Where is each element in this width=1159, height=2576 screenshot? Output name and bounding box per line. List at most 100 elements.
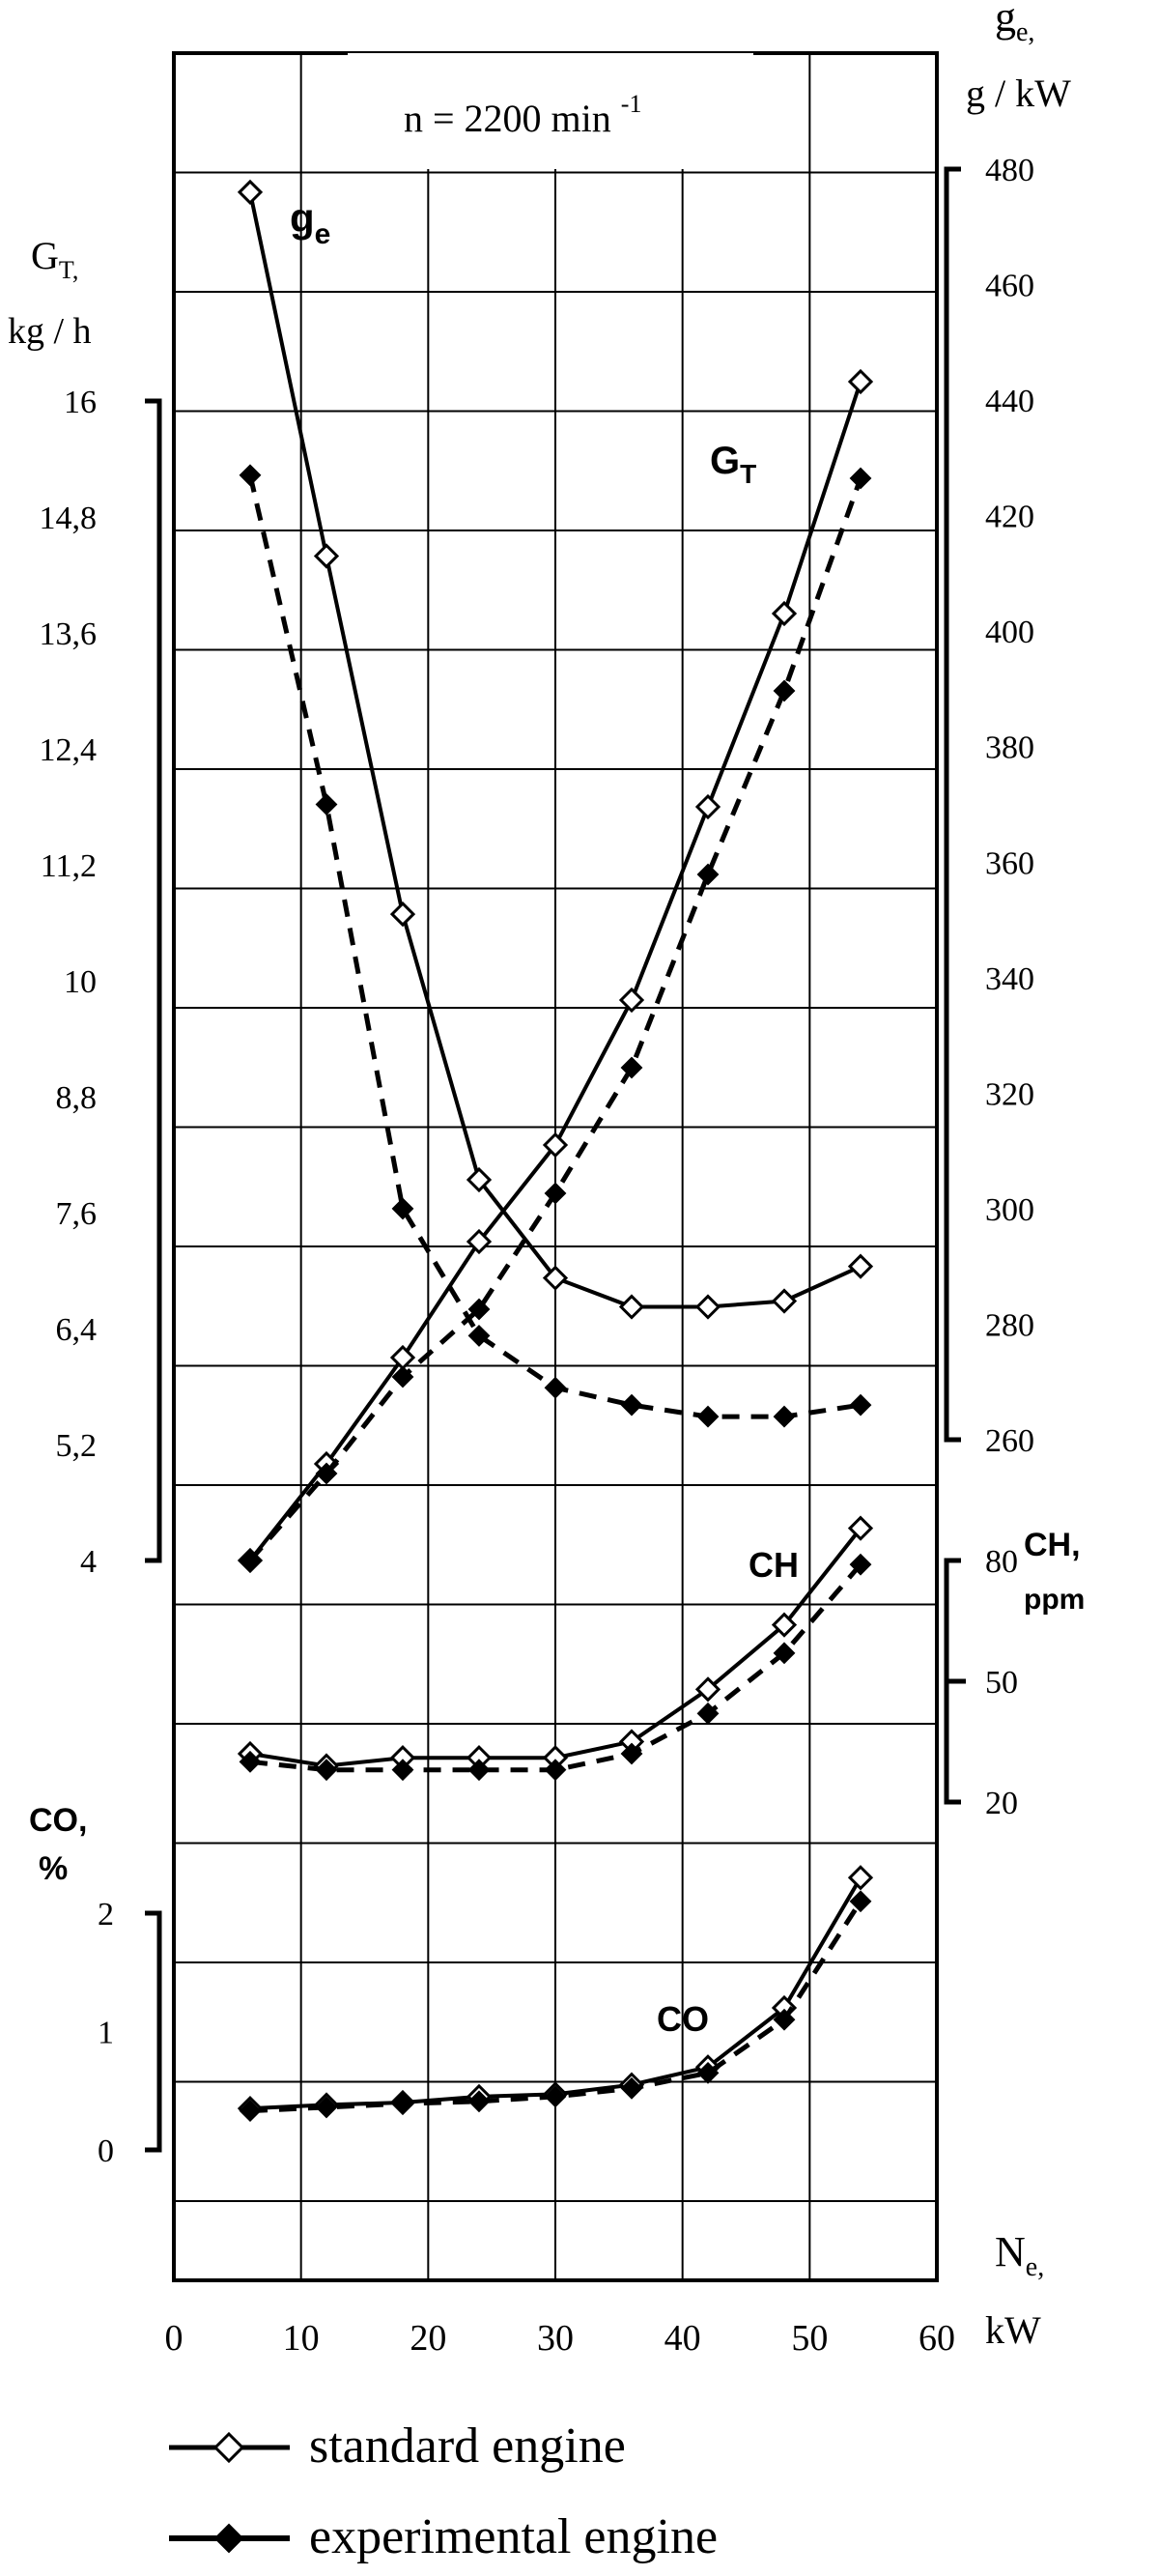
data-point-experimental-ch bbox=[696, 1702, 720, 1725]
title-superscript: -1 bbox=[621, 90, 642, 118]
ge-tick-label: 340 bbox=[985, 961, 1034, 997]
x-tick-label: 50 bbox=[791, 2318, 828, 2359]
data-point-experimental-gt bbox=[544, 1182, 567, 1205]
data-point-experimental-co bbox=[467, 2090, 491, 2113]
ch-tick-label: 20 bbox=[985, 1786, 1018, 1821]
co-axis-bar bbox=[145, 1910, 162, 2153]
ge-curve-label: ge bbox=[290, 195, 330, 250]
data-point-standard-gt bbox=[466, 1228, 493, 1255]
data-point-standard-ge bbox=[542, 1265, 569, 1291]
data-point-experimental-ch bbox=[773, 1642, 796, 1665]
x-axis-title: Ne, bbox=[995, 2228, 1044, 2282]
data-point-standard-ge bbox=[694, 1294, 721, 1320]
gt-axis-unit: kg / h bbox=[8, 311, 92, 352]
legend-experimental-label: experimental engine bbox=[309, 2509, 718, 2564]
ge-axis-bar bbox=[944, 166, 961, 1443]
gt-axis-title: GT, bbox=[31, 234, 78, 284]
data-point-standard-ge bbox=[313, 543, 340, 569]
data-point-standard-ge bbox=[466, 1166, 493, 1193]
ge-tick-label: 280 bbox=[985, 1307, 1034, 1343]
gt-tick-label: 14,8 bbox=[40, 501, 98, 536]
ge-tick-label: 360 bbox=[985, 845, 1034, 881]
title-text: n = 2200 min bbox=[404, 97, 611, 140]
ch-tick-label: 80 bbox=[985, 1544, 1018, 1580]
chart-grid bbox=[174, 53, 937, 2280]
gt-tick-label: 6,4 bbox=[56, 1312, 98, 1348]
data-point-experimental-ge bbox=[391, 1197, 414, 1220]
ge-tick-label: 480 bbox=[985, 153, 1034, 188]
gt-tick-label: 4 bbox=[80, 1544, 97, 1580]
data-point-experimental-gt bbox=[696, 863, 720, 886]
legend-experimental-engine: experimental engine bbox=[169, 2509, 718, 2564]
ch-tick-labels: 80 50 20 bbox=[985, 1544, 1018, 1821]
ge-tick-label: 300 bbox=[985, 1192, 1034, 1228]
x-tick-labels: 0 10 20 30 40 50 60 bbox=[165, 2318, 956, 2359]
data-point-experimental-ch bbox=[239, 1750, 262, 1773]
data-point-experimental-co bbox=[239, 2100, 262, 2122]
x-tick-label: 0 bbox=[165, 2318, 184, 2359]
data-point-experimental-gt bbox=[773, 679, 796, 702]
gt-tick-label: 10 bbox=[64, 964, 97, 1000]
data-point-experimental-ch bbox=[391, 1759, 414, 1782]
x-tick-label: 60 bbox=[919, 2318, 955, 2359]
ch-axis-unit: ppm bbox=[1024, 1584, 1085, 1616]
data-point-experimental-ch bbox=[620, 1742, 643, 1765]
gt-tick-label: 11,2 bbox=[41, 848, 97, 884]
x-tick-label: 10 bbox=[283, 2318, 320, 2359]
gt-tick-label: 13,6 bbox=[40, 616, 98, 652]
data-point-standard-gt bbox=[694, 793, 721, 820]
legend-standard-marker bbox=[212, 2431, 245, 2464]
x-tick-label: 20 bbox=[410, 2318, 446, 2359]
ge-tick-label: 380 bbox=[985, 730, 1034, 766]
gt-tick-label: 8,8 bbox=[56, 1080, 98, 1116]
x-tick-label: 30 bbox=[537, 2318, 574, 2359]
ge-tick-label: 320 bbox=[985, 1076, 1034, 1112]
data-point-standard-gt bbox=[771, 600, 798, 627]
ge-tick-labels: 480 460 440 420 400 380 360 340 320 300 280 260 bbox=[985, 153, 1034, 1459]
data-point-experimental-gt bbox=[239, 1549, 262, 1572]
data-point-standard-ge bbox=[389, 901, 416, 928]
data-point-standard-co bbox=[847, 1865, 874, 1891]
data-point-experimental-co bbox=[696, 2061, 720, 2084]
ch-tick-label: 50 bbox=[985, 1665, 1018, 1701]
data-point-experimental-ge bbox=[773, 1405, 796, 1428]
data-point-experimental-co bbox=[620, 2076, 643, 2100]
gt-tick-label: 7,6 bbox=[56, 1196, 98, 1232]
data-point-experimental-ch bbox=[849, 1553, 872, 1576]
x-axis-unit: kW bbox=[985, 2308, 1041, 2352]
data-point-standard-ch bbox=[771, 1612, 798, 1638]
ch-axis-title: CH, bbox=[1024, 1527, 1081, 1563]
gt-tick-label: 12,4 bbox=[40, 732, 98, 768]
co-tick-label: 0 bbox=[98, 2133, 114, 2169]
data-point-experimental-gt bbox=[849, 467, 872, 490]
ge-tick-label: 400 bbox=[985, 615, 1034, 650]
data-point-experimental-ge bbox=[544, 1376, 567, 1399]
x-tick-label: 40 bbox=[664, 2318, 701, 2359]
data-point-standard-ch bbox=[847, 1515, 874, 1541]
data-point-experimental-ch bbox=[315, 1759, 338, 1782]
data-point-standard-ge bbox=[618, 1294, 645, 1320]
legend: standard engine experimental engine bbox=[169, 2419, 718, 2564]
gt-tick-label: 16 bbox=[64, 385, 97, 420]
co-axis-title: CO, bbox=[29, 1802, 87, 1839]
co-tick-label: 1 bbox=[98, 2016, 114, 2051]
gt-axis-bar bbox=[145, 398, 162, 1563]
data-point-standard-ge bbox=[771, 1288, 798, 1314]
gt-curve-label: GT bbox=[710, 440, 756, 489]
data-point-experimental-ch bbox=[544, 1759, 567, 1782]
svg-text:n = 2200 min -1: n = 2200 min -1 bbox=[404, 90, 641, 140]
data-point-standard-gt bbox=[847, 368, 874, 395]
data-point-experimental-ge bbox=[467, 1324, 491, 1347]
data-point-standard-ch bbox=[694, 1676, 721, 1703]
data-point-standard-gt bbox=[542, 1131, 569, 1159]
legend-standard-engine: standard engine bbox=[169, 2419, 626, 2474]
data-point-standard-ge bbox=[237, 179, 264, 206]
ge-tick-label: 440 bbox=[985, 384, 1034, 419]
co-tick-label: 2 bbox=[98, 1897, 114, 1932]
co-tick-labels: 2 1 0 bbox=[98, 1897, 114, 2169]
ge-tick-label: 460 bbox=[985, 269, 1034, 304]
data-point-experimental-ge bbox=[696, 1405, 720, 1428]
data-point-experimental-ge bbox=[239, 464, 262, 487]
data-point-experimental-co bbox=[773, 2008, 796, 2031]
